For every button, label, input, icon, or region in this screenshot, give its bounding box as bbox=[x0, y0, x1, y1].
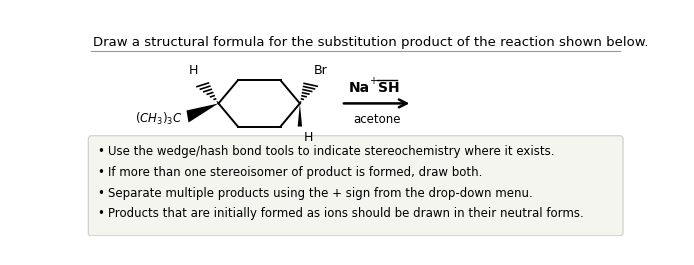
Text: •: • bbox=[97, 145, 104, 158]
Text: H: H bbox=[189, 64, 198, 77]
Text: If more than one stereoisomer of product is formed, draw both.: If more than one stereoisomer of product… bbox=[108, 166, 483, 179]
Text: Use the wedge/hash bond tools to indicate stereochemistry where it exists.: Use the wedge/hash bond tools to indicat… bbox=[108, 145, 555, 158]
Text: •: • bbox=[97, 166, 104, 179]
Text: H: H bbox=[304, 131, 313, 144]
Text: Na: Na bbox=[348, 81, 370, 95]
Text: •: • bbox=[97, 187, 104, 200]
Text: •: • bbox=[97, 207, 104, 220]
Polygon shape bbox=[298, 103, 302, 126]
Text: SH: SH bbox=[378, 81, 400, 95]
Text: $(CH_3)_3C$: $(CH_3)_3C$ bbox=[135, 111, 183, 127]
Polygon shape bbox=[187, 103, 219, 122]
Text: Br: Br bbox=[314, 64, 328, 77]
FancyBboxPatch shape bbox=[88, 136, 623, 236]
Text: acetone: acetone bbox=[353, 113, 400, 126]
Text: +: + bbox=[369, 77, 378, 86]
Text: Separate multiple products using the + sign from the drop-down menu.: Separate multiple products using the + s… bbox=[108, 187, 533, 200]
Text: Draw a structural formula for the substitution product of the reaction shown bel: Draw a structural formula for the substi… bbox=[93, 36, 648, 49]
Text: Products that are initially formed as ions should be drawn in their neutral form: Products that are initially formed as io… bbox=[108, 207, 584, 220]
